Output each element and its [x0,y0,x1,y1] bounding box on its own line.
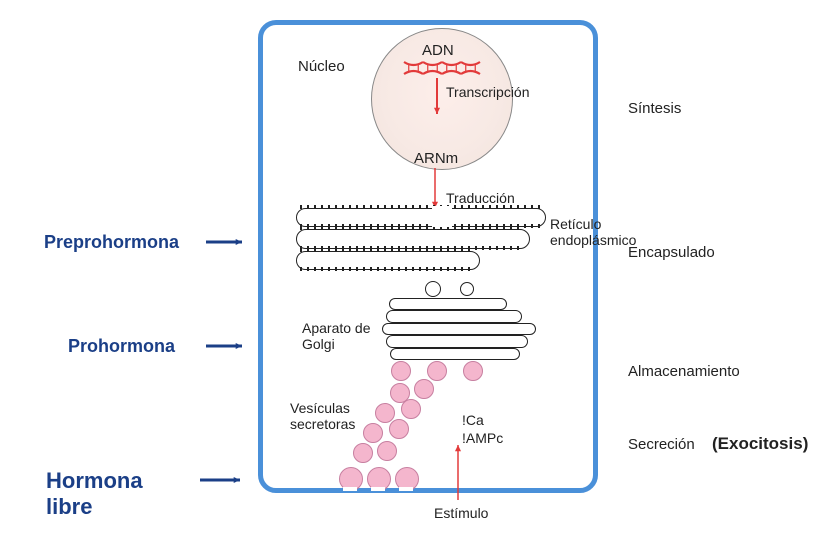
golgi-label: Aparato de Golgi [302,320,371,352]
arrow-free-hormone-icon [192,472,248,488]
phase-label-synthesis: Síntesis [628,100,681,117]
arrow-prohormone-icon [198,338,250,354]
phase-label-encapsulation: Encapsulado [628,244,715,261]
ca-label: !Ca [462,412,484,428]
golgi-apparatus [382,298,534,376]
endoplasmic-reticulum [296,208,544,268]
arnm-label: ARNm [414,150,458,167]
phase-label-storage: Almacenamiento [628,363,740,380]
er-label: Retículo endoplásmico [550,216,636,248]
nucleus-label: Núcleo [298,58,345,75]
arrow-preprohormone-icon [198,234,250,250]
left-label-free-hormone: Hormona libre [46,468,143,520]
phase-label-exocytosis: (Exocitosis) [712,434,808,454]
left-label-prohormone: Prohormona [68,336,175,357]
transcription-label: Transcripción [446,84,530,100]
stimulus-label: Estímulo [434,505,488,521]
diagram-stage: { "canvas": { "width": 837, "height": 54… [0,0,837,547]
phase-label-secretion: Secreción [628,436,695,453]
adn-label: ADN [422,42,454,59]
secretory-vesicles-label: Vesículas secretoras [290,400,355,432]
left-label-preprohormone: Preprohormona [44,232,179,253]
translation-label: Traducción [446,190,515,206]
ampc-label: !AMPc [462,430,503,446]
